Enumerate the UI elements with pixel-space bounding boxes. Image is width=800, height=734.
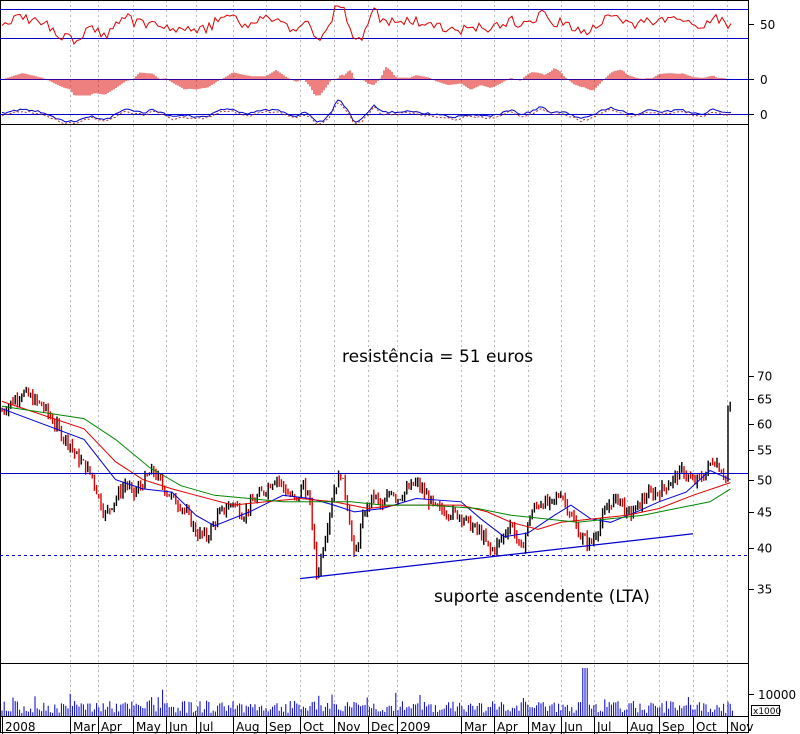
month-label: Mar [464,720,487,734]
month-label: Sep [662,720,685,734]
month-label: Jul [596,720,611,734]
month-label: Jun [168,720,188,734]
macd-histogram [3,67,727,96]
price-tick-label: 55 [757,444,772,458]
price-tick-label: 40 [757,542,772,556]
month-label: Nov [730,720,753,734]
month-label: 2008 [5,720,36,734]
month-label: Aug [236,720,259,734]
price-tick-label: 45 [757,506,772,520]
month-label: Nov [337,720,360,734]
month-label: Oct [303,720,324,734]
price-tick-label: 35 [757,583,772,597]
ascending-support-trendline [299,533,694,580]
price-axis: 35 40 45 50 55 60 65 70 [749,370,772,597]
month-label: Sep [269,720,292,734]
volume-axis: 10000 x1000 [749,688,796,717]
moving-average-line [1,400,731,530]
indicator-tick-label: 0 [760,108,768,122]
indicator-tick-label: 50 [760,18,775,32]
oscillator-line-blue [1,99,732,123]
indicator-axis: 50 0 0 [749,18,775,122]
month-label: Mar [73,720,96,734]
month-label: May [531,720,556,734]
month-label: May [136,720,161,734]
month-label: Dec [371,720,394,734]
month-label: 2009 [400,720,431,734]
volume-multiplier-label: x1000 [753,707,782,717]
month-label: Apr [497,720,518,734]
month-label: Jun [563,720,583,734]
indicator-tick-label: 0 [760,73,768,87]
month-label: Aug [630,720,653,734]
month-label: Apr [101,720,122,734]
price-tick-label: 50 [757,474,772,488]
price-bars [1,386,731,580]
price-tick-label: 70 [757,370,772,384]
price-tick-label: 60 [757,418,772,432]
oscillator-line-dashed [1,102,732,125]
price-tick-label: 65 [757,393,772,407]
volume-bars [1,668,733,716]
rsi-indicator-line [1,5,732,45]
panel-frames [0,0,749,733]
vertical-gridlines [70,0,728,716]
support-annotation: suporte ascendente (LTA) [434,587,650,607]
month-label: Oct [696,720,717,734]
resistance-annotation: resistência = 51 euros [342,347,533,367]
volume-tick-label: 10000 [758,688,796,702]
x-axis-months: 2008 Mar Apr May Jun Jul Aug Sep Oct Nov Dec 2009 Ma… [2,716,753,734]
month-label: Jul [198,720,213,734]
